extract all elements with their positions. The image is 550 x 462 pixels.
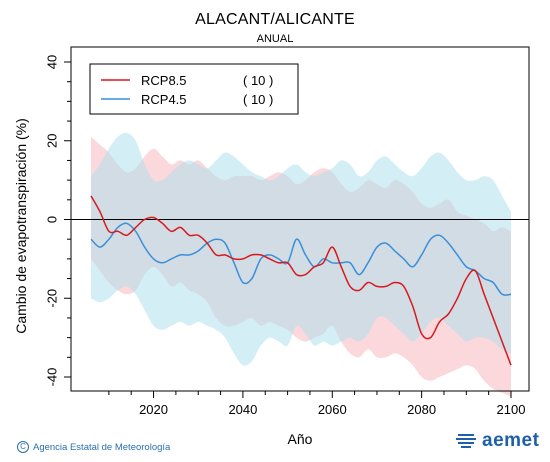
chart-title: ALACANT/ALICANTE — [195, 11, 355, 28]
legend-box — [89, 63, 299, 115]
legend: RCP8.5 ( 10 ) RCP4.5 ( 10 ) — [89, 63, 299, 115]
legend-label: RCP4.5 — [141, 92, 187, 107]
legend-count: ( 10 ) — [243, 92, 273, 107]
legend-label: RCP8.5 — [141, 73, 187, 88]
x-tick-label: 2020 — [139, 402, 168, 417]
y-axis: -40 -20 0 20 40 — [44, 55, 71, 387]
series-line-rcp85 — [90, 195, 512, 366]
y-tick-label: 20 — [44, 134, 59, 148]
aemet-logo: aemet — [456, 430, 539, 452]
x-tick-label: 2060 — [318, 402, 347, 417]
series-line-rcp45 — [90, 222, 512, 296]
x-tick-label: 2040 — [228, 402, 257, 417]
copyright-icon: C — [17, 441, 29, 453]
y-tick-label: -40 — [44, 368, 59, 387]
band-rcp45 — [91, 132, 511, 366]
y-tick-label: 40 — [44, 55, 59, 69]
x-tick-label: 2100 — [497, 402, 526, 417]
chart-subtitle: ANUAL — [256, 33, 294, 45]
aemet-logo-icon — [456, 434, 476, 448]
x-axis: 2020 2040 2060 2080 2100 — [108, 391, 526, 417]
y-tick-label: 0 — [44, 216, 59, 223]
aemet-logo-text: aemet — [482, 430, 540, 451]
credit: C Agencia Estatal de Meteorología — [17, 441, 170, 453]
y-axis-label: Cambio de evapotranspiración (%) — [13, 118, 29, 334]
x-tick-label: 2080 — [407, 402, 436, 417]
uncertainty-bands — [91, 132, 511, 397]
y-tick-label: -20 — [44, 289, 59, 308]
credit-text: Agencia Estatal de Meteorología — [33, 441, 171, 453]
legend-count: ( 10 ) — [243, 73, 273, 88]
x-axis-label: Año — [288, 431, 313, 447]
series-lines — [90, 195, 512, 366]
